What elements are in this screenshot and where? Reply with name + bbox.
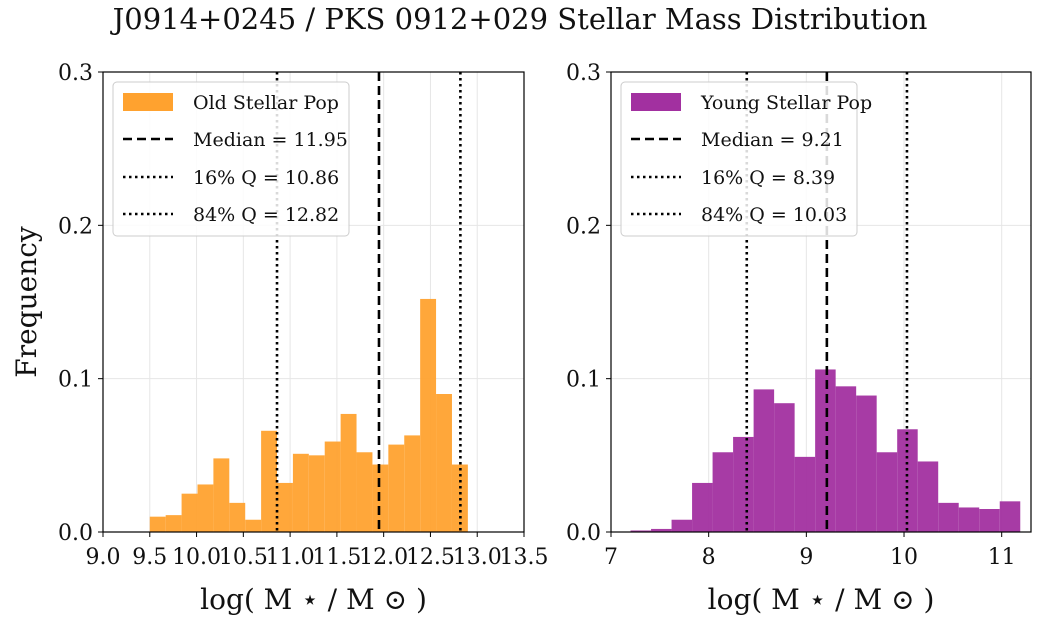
x-tick-label: 8 [702, 545, 716, 570]
y-tick-label: 0.1 [58, 368, 93, 393]
x-tick-label: 9.5 [132, 545, 167, 570]
x-tick-label: 10 [890, 545, 918, 570]
legend-label: 16% Q = 8.39 [701, 167, 835, 189]
x-axis-label: log( M ⋆ / M ⊙ ) [708, 583, 935, 616]
histogram-bar [856, 395, 877, 532]
y-tick-label: 0.0 [566, 521, 601, 546]
histogram-bar [292, 453, 309, 532]
histogram-bar [774, 403, 795, 532]
histogram-bar [733, 436, 754, 532]
axes-frame [102, 71, 525, 533]
x-tick-label: 9 [799, 545, 813, 570]
histogram-bar [630, 530, 652, 532]
x-tick-label: 7 [604, 545, 618, 570]
x-tick-label: 12.0 [359, 545, 408, 570]
histogram-bar [651, 528, 672, 532]
x-tick-label: 10.5 [219, 545, 268, 570]
panel-young-stellar-pop: 7 8 9 10 11 0.0 0.1 0.2 0.3 log( M ⋆ / M ⊙ ) Young… [566, 61, 1032, 616]
histogram-bar [692, 482, 713, 532]
legend-swatch [631, 93, 681, 111]
histogram-bar [712, 452, 734, 532]
histogram-bar [938, 502, 959, 532]
histogram-bar [917, 461, 939, 532]
histogram-bar [999, 501, 1021, 532]
x-tick-label: 11 [988, 545, 1016, 570]
histogram-bar [815, 369, 836, 532]
legend-label: Young Stellar Pop [700, 92, 872, 114]
histogram-bar [245, 519, 262, 532]
histogram-bar [794, 456, 816, 532]
histogram-bar [436, 394, 452, 532]
histogram-bar [876, 452, 898, 532]
legend-label: 84% Q = 12.82 [193, 204, 339, 226]
x-tick-label: 11.0 [266, 545, 315, 570]
histogram-bar [356, 452, 373, 532]
y-tick-label: 0.2 [58, 214, 93, 239]
y-tick-label: 0.3 [566, 61, 601, 86]
histogram-bar [979, 509, 1000, 532]
histogram-bar [753, 389, 775, 532]
panel-old-stellar-pop: 9.0 9.5 10.010.511.011.512.012.513.013.5 0.… [10, 61, 548, 616]
legend-box [620, 81, 858, 237]
histogram-bar [277, 482, 293, 532]
histogram-bar [261, 430, 278, 532]
legend-label: 16% Q = 10.86 [193, 167, 339, 189]
x-tick-label: 13.5 [500, 545, 549, 570]
x-axis-label: log( M ⋆ / M ⊙ ) [200, 583, 427, 616]
histogram-bar [324, 441, 341, 532]
x-tick-label: 10.0 [172, 545, 221, 570]
histogram-bar [165, 515, 182, 532]
legend-label: Median = 11.95 [193, 129, 348, 151]
y-tick-label: 0.0 [58, 521, 93, 546]
legend-label: 84% Q = 10.03 [701, 204, 847, 226]
histogram-bar [671, 519, 693, 532]
figure-title: J0914+0245 / PKS 0912+029 Stellar Mass D… [112, 2, 928, 36]
histogram-bar [340, 413, 357, 532]
x-tick-label: 11.5 [312, 545, 361, 570]
histogram-bar [958, 507, 980, 532]
histogram-bar [149, 516, 166, 532]
legend-box [112, 81, 350, 237]
histogram-bar [197, 484, 214, 532]
axes-frame [610, 71, 1032, 533]
x-tick-label: 13.0 [453, 545, 502, 570]
y-tick-label: 0.1 [566, 368, 601, 393]
histogram-bar [420, 298, 437, 532]
x-tick-label: 9.0 [86, 545, 121, 570]
histogram-bar [372, 464, 389, 532]
legend-label: Old Stellar Pop [193, 92, 339, 114]
histogram-bar [181, 493, 198, 532]
y-axis-label: Frequency [10, 226, 43, 378]
histogram-bar [308, 455, 325, 532]
legend-label: Median = 9.21 [701, 129, 844, 151]
histogram-bar [213, 458, 230, 532]
histogram-bar [404, 435, 421, 532]
x-tick-label: 12.5 [406, 545, 455, 570]
y-tick-label: 0.2 [566, 214, 601, 239]
legend-swatch [123, 93, 173, 111]
y-tick-label: 0.3 [58, 61, 93, 86]
histogram-bar [835, 386, 857, 532]
histogram-bar [388, 444, 405, 532]
histogram-bar [229, 502, 246, 532]
